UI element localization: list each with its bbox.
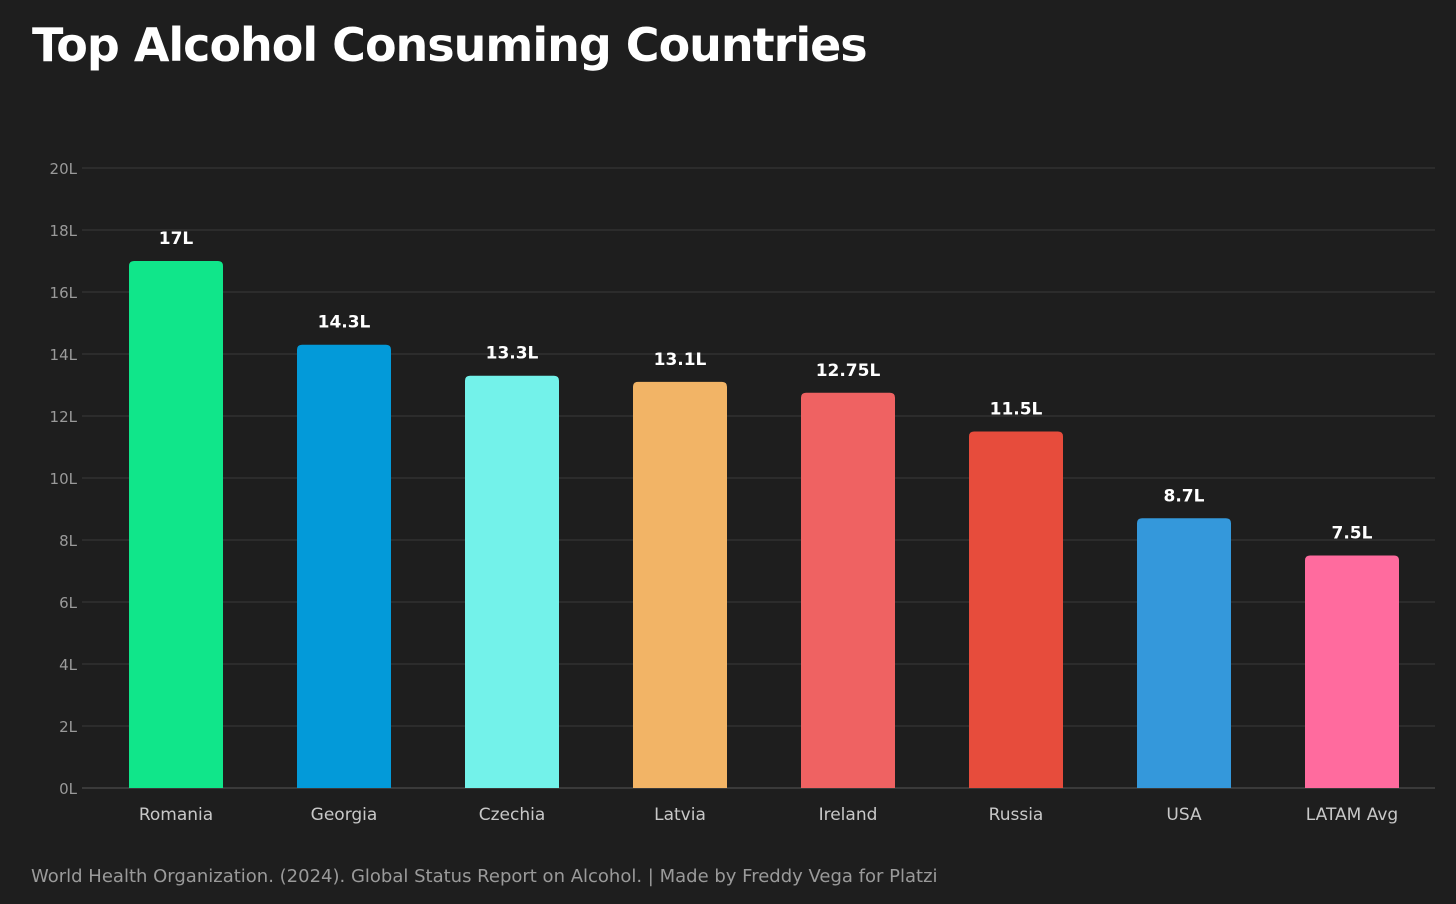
source-caption: World Health Organization. (2024). Globa… [31,866,938,887]
bar-latvia [633,381,727,788]
bar-ireland [801,392,895,788]
y-tick-label: 8L [59,532,78,550]
data-label: 7.5L [1332,524,1373,544]
data-label: 14.3L [318,313,371,333]
x-tick-label: Czechia [479,805,546,825]
y-tick-label: 10L [50,470,78,488]
y-tick-label: 20L [50,160,78,178]
y-tick-label: 4L [59,656,78,674]
x-tick-label: Ireland [819,805,878,825]
x-tick-label: Russia [989,805,1044,825]
y-tick-label: 0L [59,780,78,798]
data-label: 8.7L [1164,486,1205,506]
x-tick-label: Romania [139,805,213,825]
bar-latam-avg [1305,555,1399,788]
data-label: 11.5L [990,400,1043,420]
bar-czechia [465,375,559,788]
bar-georgia [297,344,391,788]
x-tick-label: Latvia [654,805,706,825]
data-label: 17L [159,229,194,249]
data-label: 12.75L [816,361,881,381]
data-label: 13.3L [486,344,539,364]
data-label: 13.1L [654,350,707,370]
y-tick-label: 6L [59,594,78,612]
x-tick-label: LATAM Avg [1306,805,1398,825]
bar-usa [1137,518,1231,788]
bar-romania [129,261,223,788]
y-tick-label: 2L [59,718,78,736]
x-tick-label: Georgia [311,805,378,825]
y-tick-label: 16L [50,284,78,302]
x-tick-label: USA [1166,805,1202,825]
y-tick-label: 14L [50,346,78,364]
y-tick-label: 12L [50,408,78,426]
chart-title: Top Alcohol Consuming Countries [32,18,868,72]
bar-russia [969,431,1063,788]
y-tick-label: 18L [50,222,78,240]
